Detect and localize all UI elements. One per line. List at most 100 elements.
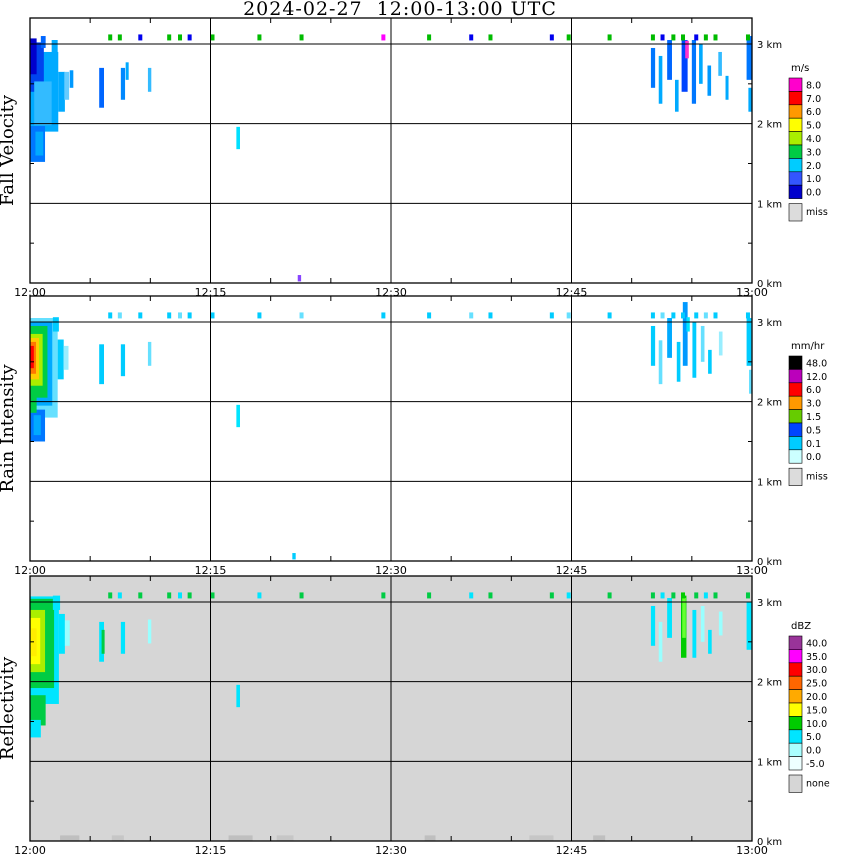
legend-cell xyxy=(788,104,803,119)
echo-speck xyxy=(745,592,750,599)
echo-cell xyxy=(147,341,152,366)
echo-speck xyxy=(138,312,143,319)
echo-cell xyxy=(725,75,729,100)
echo-cell xyxy=(99,621,105,662)
echo-speck xyxy=(299,312,304,319)
legend-cell xyxy=(788,662,803,677)
legend-label: 5.0 xyxy=(806,121,821,132)
echo-cell xyxy=(297,275,302,282)
echo-cell xyxy=(40,36,46,48)
echo-cell xyxy=(64,71,70,100)
y-tick-label: 0 km xyxy=(757,837,782,848)
panel-title: Reflectivity xyxy=(0,656,18,760)
echo-speck xyxy=(703,312,708,319)
x-tick-label: 12:15 xyxy=(195,844,227,857)
legend-cell xyxy=(788,77,803,92)
echo-cell xyxy=(147,67,152,92)
echo-speck xyxy=(178,312,183,319)
panel-frame xyxy=(29,17,753,284)
legend-label: 1.5 xyxy=(806,412,821,423)
legend-cell xyxy=(788,117,803,132)
echo-speck xyxy=(607,592,612,599)
legend-cell xyxy=(788,449,803,464)
x-tick-label: 12:00 xyxy=(14,564,46,577)
panel-frame xyxy=(29,295,753,562)
echo-speck xyxy=(671,312,676,319)
echo-cell xyxy=(147,619,152,644)
legend-label: 8.0 xyxy=(806,80,821,91)
echo-cell xyxy=(674,79,679,112)
legend-missing-cell xyxy=(788,774,803,793)
echo-speck xyxy=(713,34,718,41)
legend-cell xyxy=(788,369,803,384)
x-tick-label: 12:15 xyxy=(195,564,227,577)
legend-label: 0.0 xyxy=(806,452,821,463)
legend-cell xyxy=(788,131,803,146)
echo-cell xyxy=(57,339,64,380)
echo-cell xyxy=(708,349,712,374)
echo-cell xyxy=(707,65,712,96)
echo-cell xyxy=(52,595,61,610)
echo-cell xyxy=(58,71,65,112)
echo-speck xyxy=(703,592,708,599)
echo-cell xyxy=(650,47,656,88)
echo-cell xyxy=(120,621,126,654)
legend-missing-cell xyxy=(788,203,803,222)
echo-speck xyxy=(178,592,183,599)
echo-speck xyxy=(745,34,750,41)
echo-speck xyxy=(187,312,192,319)
echo-cell xyxy=(30,719,41,738)
echo-cell xyxy=(60,835,80,841)
echo-speck xyxy=(469,312,474,319)
echo-speck xyxy=(671,592,676,599)
echo-speck xyxy=(681,34,686,41)
echo-speck xyxy=(469,34,474,41)
echo-speck xyxy=(427,34,432,41)
y-tick-label: 3 km xyxy=(757,598,782,609)
echo-cell xyxy=(667,598,672,638)
echo-cell xyxy=(292,553,296,560)
echo-cell xyxy=(667,318,672,358)
legend-title: m/s xyxy=(791,63,809,74)
legend-cell xyxy=(788,689,803,704)
y-tick-label: 3 km xyxy=(757,40,782,51)
echo-speck xyxy=(681,592,686,599)
legend-label: 0.5 xyxy=(806,425,821,436)
y-tick-label: 1 km xyxy=(757,199,782,210)
echo-speck xyxy=(381,34,386,41)
echo-cell xyxy=(676,341,681,382)
echo-speck xyxy=(488,592,493,599)
echo-speck xyxy=(117,312,122,319)
echo-speck xyxy=(257,592,262,599)
echo-speck xyxy=(681,312,686,319)
echo-speck xyxy=(117,592,122,599)
legend-cell xyxy=(788,158,803,173)
legend-label: 6.0 xyxy=(806,385,821,396)
legend-missing-label: miss xyxy=(806,207,828,218)
legend-cell xyxy=(788,635,803,650)
echo-speck xyxy=(660,592,665,599)
echo-speck xyxy=(607,34,612,41)
echo-speck xyxy=(713,312,718,319)
echo-speck xyxy=(257,34,262,41)
echo-cell xyxy=(692,609,697,658)
echo-cell xyxy=(64,620,70,646)
panel-title: Rain Intensity xyxy=(0,364,18,493)
echo-cell xyxy=(120,67,126,100)
panel-frame xyxy=(29,575,753,842)
echo-speck xyxy=(299,592,304,599)
echo-cell xyxy=(35,131,44,156)
echo-cell xyxy=(30,695,46,726)
echo-cell xyxy=(529,835,554,841)
legend-label: 25.0 xyxy=(806,679,827,690)
legend-label: 1.0 xyxy=(806,174,821,185)
echo-cell xyxy=(685,40,689,59)
echo-speck xyxy=(187,34,192,41)
echo-speck xyxy=(694,34,699,41)
echo-cell xyxy=(692,321,697,378)
echo-cell xyxy=(650,325,656,366)
echo-speck xyxy=(117,34,122,41)
echo-cell xyxy=(658,621,663,662)
